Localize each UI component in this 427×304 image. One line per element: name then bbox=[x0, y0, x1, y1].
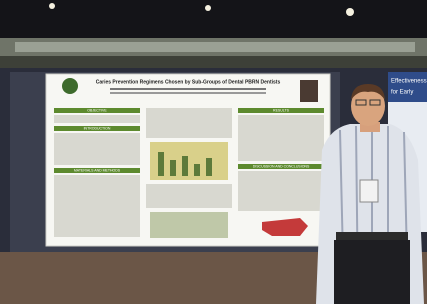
trousers bbox=[334, 240, 410, 304]
ceiling-light bbox=[49, 3, 55, 9]
body-text bbox=[54, 133, 140, 165]
poster-chart-bar bbox=[158, 152, 164, 176]
belt bbox=[336, 232, 408, 240]
body-text bbox=[238, 115, 324, 161]
poster-chart-bar bbox=[170, 160, 176, 176]
poster-middle-column bbox=[146, 108, 232, 238]
section-title: OBJECTIVE bbox=[87, 108, 107, 112]
ceiling bbox=[0, 0, 427, 40]
poster-logo bbox=[62, 78, 78, 94]
body-text bbox=[146, 108, 232, 138]
sign-text: Effectiveness bbox=[391, 79, 427, 85]
balcony-shadow bbox=[0, 56, 427, 70]
side-poster-header bbox=[388, 72, 427, 102]
photo: Effectiveness for Early Caries Preventio… bbox=[0, 0, 427, 304]
page: Effectiveness for Early Caries Preventio… bbox=[0, 0, 427, 304]
section-title: DISCUSSION AND CONCLUSIONS bbox=[253, 164, 310, 168]
body-text bbox=[54, 115, 140, 123]
poster-authors bbox=[110, 88, 266, 90]
poster-table bbox=[150, 212, 228, 238]
poster-left-column: OBJECTIVE INTRODUCTION MATERIALS AND MET… bbox=[54, 108, 140, 237]
poster-title: Caries Prevention Regimens Chosen by Sub… bbox=[96, 79, 281, 85]
section-title: INTRODUCTION bbox=[84, 126, 111, 130]
sign-text: for Early bbox=[391, 90, 413, 96]
poster-chart-bar bbox=[182, 156, 188, 176]
ceiling-light bbox=[205, 5, 211, 11]
body-text bbox=[238, 171, 324, 211]
body-text bbox=[146, 184, 232, 208]
name-badge bbox=[360, 180, 378, 202]
balcony-windows bbox=[15, 42, 415, 52]
ceiling-light bbox=[346, 8, 354, 16]
section-title: MATERIALS AND METHODS bbox=[74, 168, 121, 172]
poster-chart-bar bbox=[206, 158, 212, 176]
poster-chart-bar bbox=[194, 164, 200, 176]
poster-affiliations bbox=[110, 92, 266, 94]
poster-photo bbox=[300, 80, 318, 102]
body-text bbox=[54, 175, 140, 237]
section-title: RESULTS bbox=[273, 108, 290, 112]
